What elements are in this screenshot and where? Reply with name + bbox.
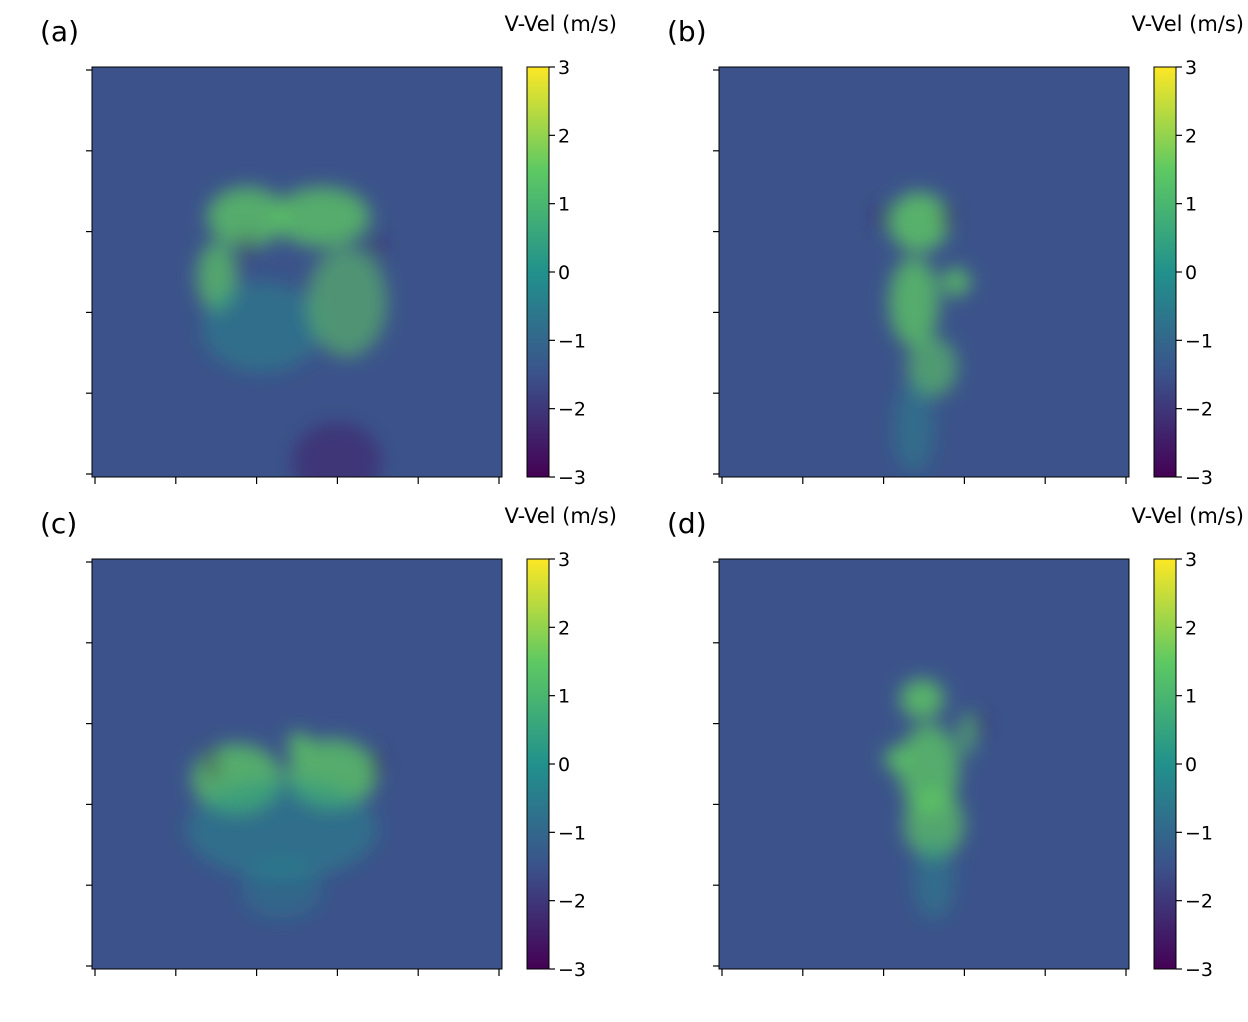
panel-d: (d) V-Vel (m/s) 3 2 1 0 −1 −2 −3 (662, 504, 1248, 1004)
colorbar (526, 66, 550, 478)
colorbar-tick-label: 2 (1185, 617, 1197, 639)
flow-feature (875, 205, 887, 229)
flow-feature (242, 859, 322, 919)
flow-feature (274, 187, 370, 247)
colorbar-tick-label: 2 (1185, 125, 1197, 147)
colorbar-tick-label: 2 (558, 125, 570, 147)
panel-a: (a) V-Vel (m/s) 3 2 1 0 −1 −2 −3 (35, 12, 635, 512)
flow-feature (976, 712, 986, 736)
panel-label: (d) (667, 507, 707, 540)
flow-feature (207, 187, 287, 247)
heatmap-plot: 3 2 1 0 −1 −2 −3 (86, 549, 586, 981)
velocity-field (875, 192, 973, 472)
panel-label: (b) (667, 15, 707, 48)
colorbar-tick-label: −1 (1185, 330, 1213, 352)
colorbar-tick-label: −2 (1185, 399, 1213, 421)
heatmap-background (92, 67, 502, 477)
flow-feature (914, 839, 954, 919)
colorbar-tick-label: 3 (1185, 57, 1197, 79)
colorbar-tick-label: 1 (558, 194, 570, 216)
colorbar-tick-label: 2 (558, 617, 570, 639)
colorbar-title: V-Vel (m/s) (1131, 12, 1244, 36)
colorbar-tick-label: −3 (558, 959, 586, 981)
flow-feature (894, 382, 934, 472)
colorbar-tick-label: −3 (1185, 959, 1213, 981)
plot-frame (91, 66, 503, 478)
flow-feature (907, 337, 957, 397)
flow-feature (285, 730, 313, 758)
colorbar (1153, 558, 1177, 970)
panel-b: (b) V-Vel (m/s) 3 2 1 0 −1 −2 −3 (662, 12, 1248, 512)
heatmap-plot: 3 2 1 0 −1 −2 −3 (713, 57, 1213, 489)
flow-feature (889, 192, 949, 252)
plot-frame (718, 558, 1130, 970)
colorbar-title: V-Vel (m/s) (504, 504, 617, 528)
velocity-field (882, 679, 986, 919)
colorbar-tick-label: −2 (1185, 891, 1213, 913)
colorbar-tick-label: 0 (1185, 754, 1197, 776)
flow-feature (372, 748, 382, 780)
heatmap-plot: 3 2 1 0 −1 −2 −3 (713, 549, 1213, 981)
colorbar (1153, 66, 1177, 478)
plot-frame (718, 66, 1130, 478)
flow-feature (941, 205, 953, 229)
flow-feature (202, 282, 322, 372)
flow-feature (900, 679, 944, 719)
colorbar (526, 558, 550, 970)
velocity-field (187, 730, 382, 919)
panel-label: (a) (40, 15, 80, 48)
flow-feature (292, 422, 382, 477)
colorbar-title: V-Vel (m/s) (1131, 504, 1244, 528)
colorbar-tick-label: −2 (558, 891, 586, 913)
colorbar-tick-label: 0 (1185, 262, 1197, 284)
flow-feature (207, 746, 217, 782)
colorbar-tick-label: −3 (1185, 467, 1213, 489)
colorbar-tick-label: 0 (558, 754, 570, 776)
colorbar-tick-label: 3 (1185, 549, 1197, 571)
velocity-field (197, 187, 387, 477)
colorbar-tick-label: 0 (558, 262, 570, 284)
colorbar-tick-label: 1 (558, 686, 570, 708)
flow-feature (307, 247, 387, 357)
colorbar-tick-label: −1 (558, 330, 586, 352)
colorbar-tick-label: 1 (1185, 686, 1197, 708)
panel-c: (c) V-Vel (m/s) 3 2 1 0 −1 −2 −3 (35, 504, 635, 1004)
colorbar-title: V-Vel (m/s) (504, 12, 617, 36)
colorbar-tick-label: 3 (558, 57, 570, 79)
heatmap-plot: 3 2 1 0 −1 −2 −3 (86, 57, 586, 489)
panel-label: (c) (40, 507, 78, 540)
colorbar-tick-label: −3 (558, 467, 586, 489)
plot-frame (91, 558, 503, 970)
flow-feature (889, 257, 939, 347)
colorbar-tick-label: −1 (558, 822, 586, 844)
flow-feature (939, 265, 973, 299)
flow-feature (904, 789, 964, 859)
flow-feature (882, 744, 912, 774)
flow-feature (960, 712, 974, 756)
colorbar-tick-label: −2 (558, 399, 586, 421)
colorbar-tick-label: 3 (558, 549, 570, 571)
flow-feature (187, 779, 377, 879)
colorbar-tick-label: −1 (1185, 822, 1213, 844)
flow-feature (372, 233, 382, 261)
flow-feature (243, 229, 251, 265)
colorbar-tick-label: 1 (1185, 194, 1197, 216)
